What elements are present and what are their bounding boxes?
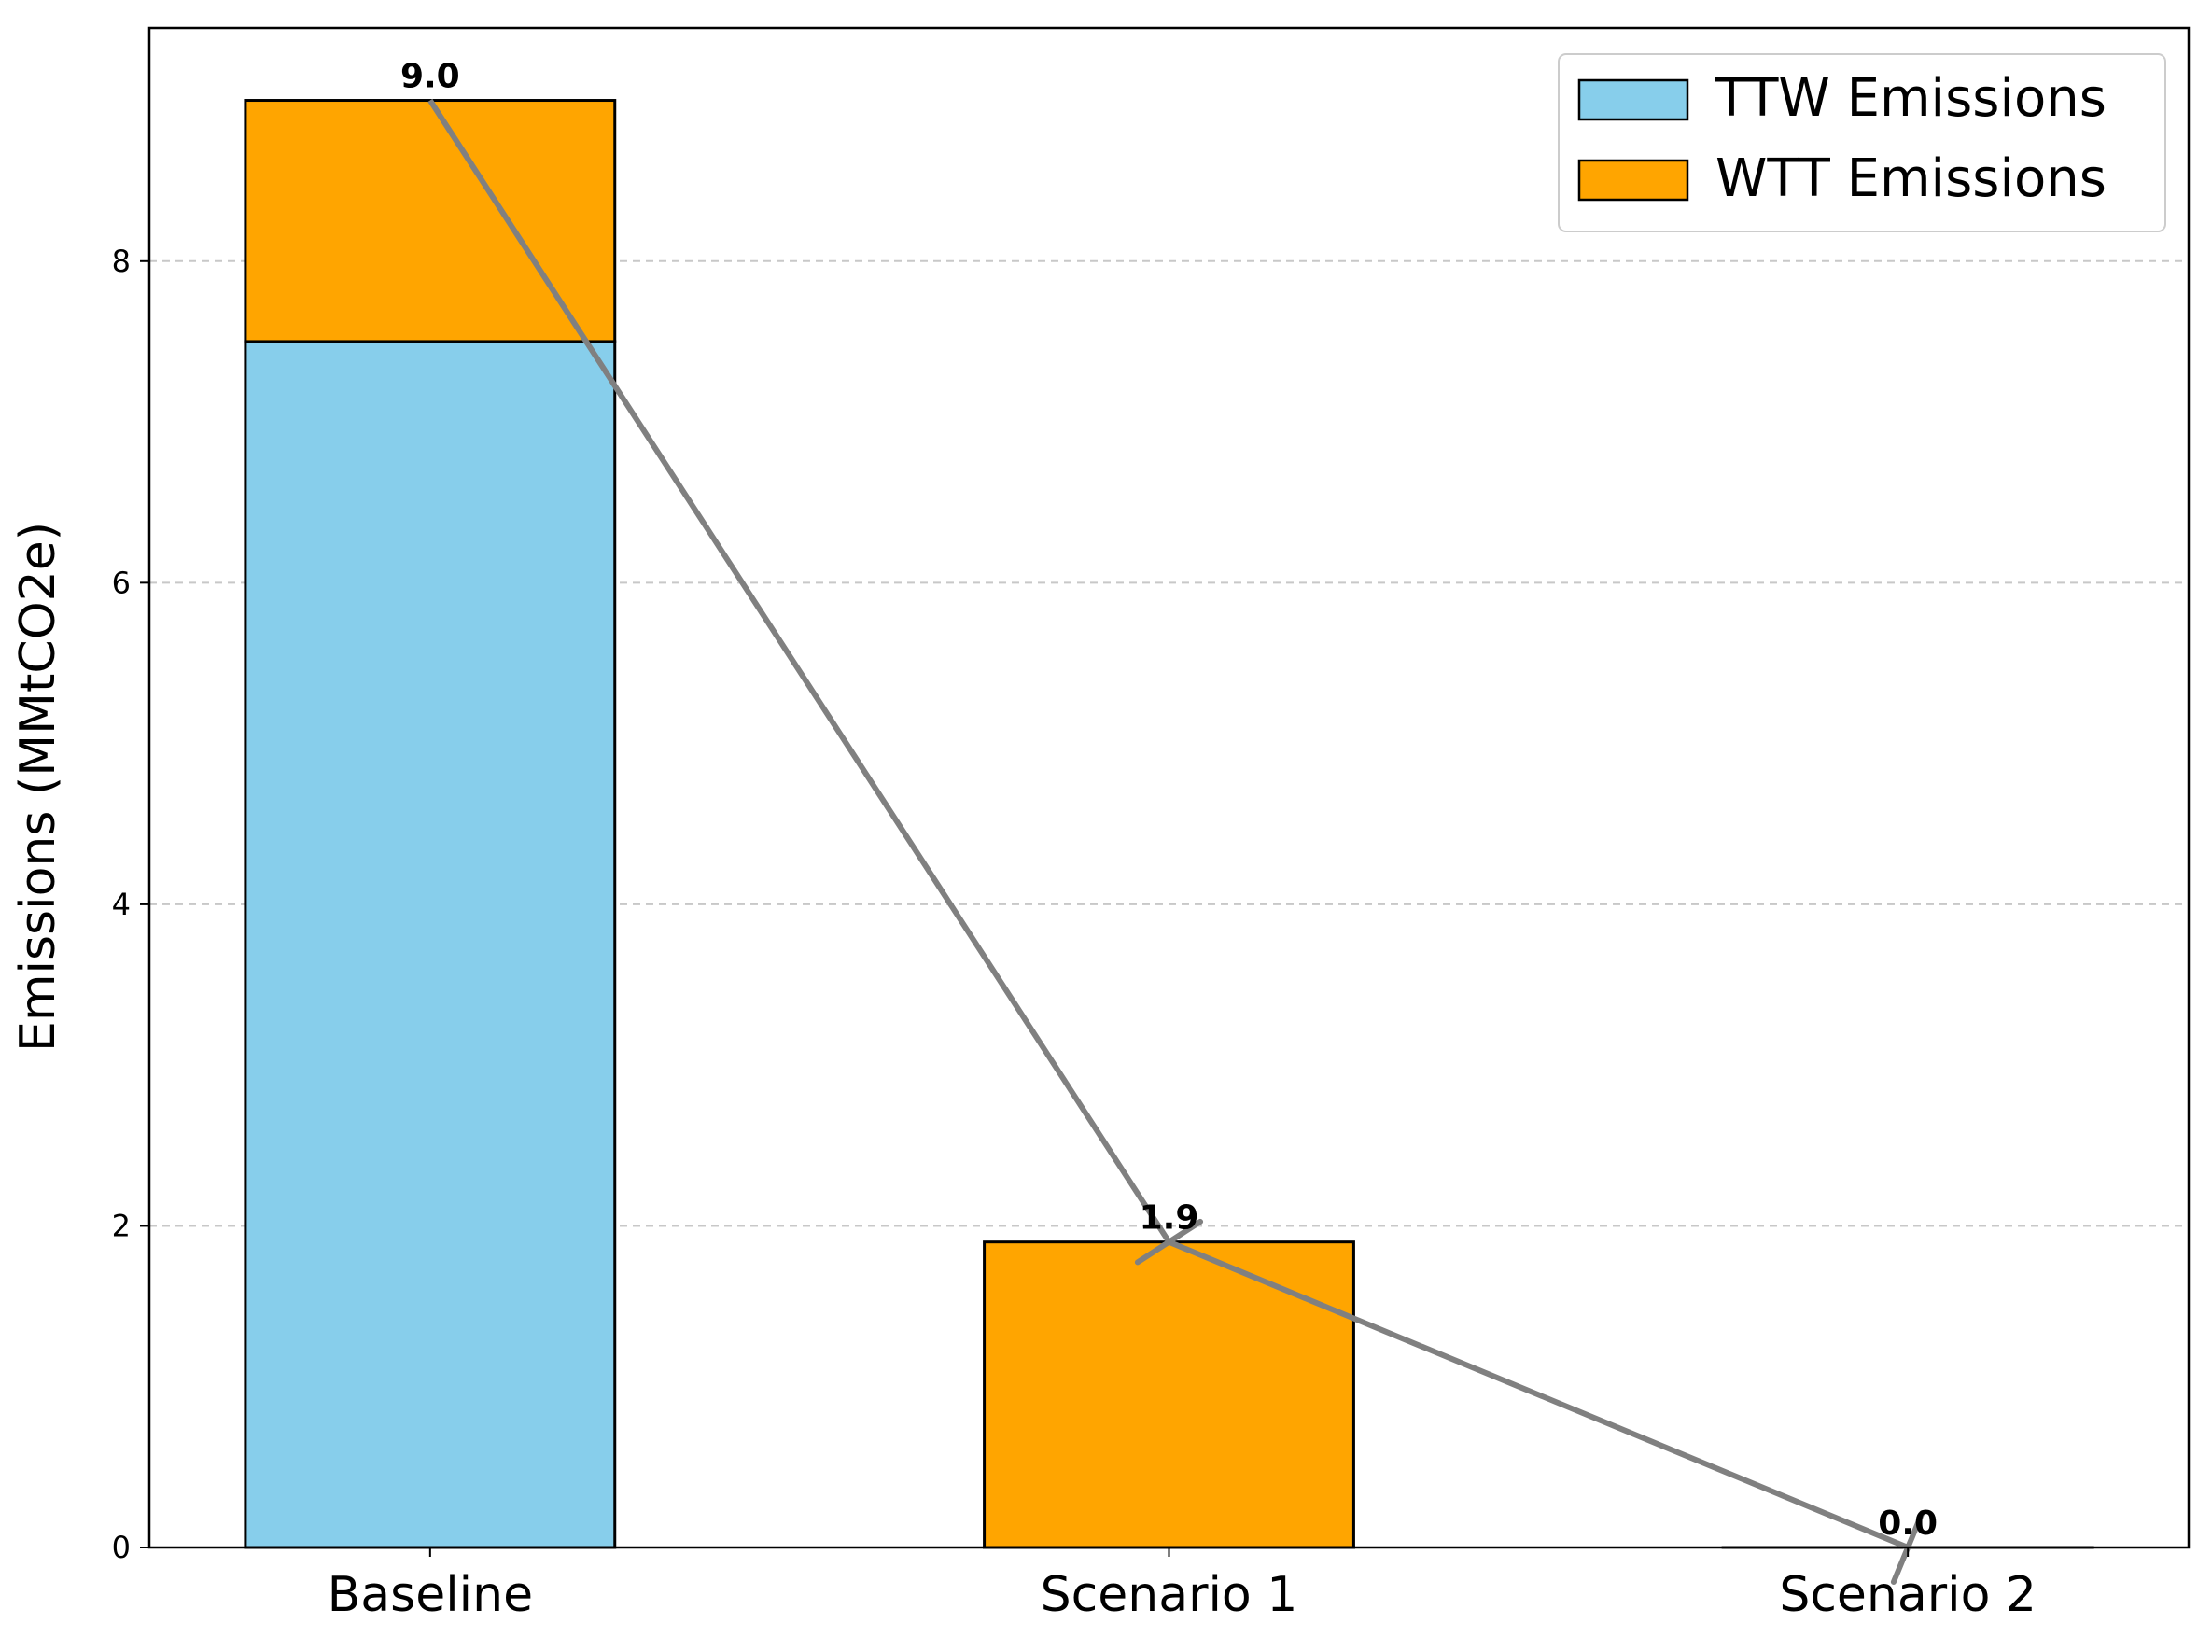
y-axis-title: Emissions (MMtCO2e) [10, 522, 66, 1052]
bars [244, 99, 2094, 1549]
x-tick-label: Scenario 1 [1041, 1567, 1298, 1623]
total-value-label: 9.0 [400, 58, 460, 96]
y-tick-label: 4 [112, 887, 131, 922]
legend-swatch [1577, 159, 1689, 202]
y-tick-label: 8 [112, 244, 131, 279]
bar-wtt-emissions [244, 99, 617, 343]
legend-label: WTT Emissions [1715, 148, 2107, 209]
legend-swatch [1577, 78, 1689, 121]
legend-box [1558, 53, 2166, 232]
x-tick-label: Scenario 2 [1779, 1567, 2037, 1623]
total-value-label: 0.0 [1878, 1505, 1938, 1543]
x-tick-label: Baseline [328, 1567, 533, 1623]
trend-marker [1134, 1218, 1204, 1266]
legend-label: TTW Emissions [1715, 68, 2107, 129]
y-tick-label: 2 [112, 1208, 131, 1243]
bar-wtt-emissions [983, 1240, 1355, 1549]
y-tick-label: 0 [112, 1530, 131, 1565]
y-tick-label: 6 [112, 565, 131, 600]
total-value-label: 1.9 [1140, 1199, 1199, 1238]
bar-ttw-emissions [244, 340, 617, 1549]
legend: TTW Emissions WTT Emissions [1558, 53, 2166, 232]
plot-frame [147, 26, 2191, 1549]
data-labels: 9.0 1.9 0.0 [400, 58, 1938, 1543]
axes: 0 2 4 6 8 Baseline Scenario 1 Scenario 2 [112, 26, 2191, 1623]
